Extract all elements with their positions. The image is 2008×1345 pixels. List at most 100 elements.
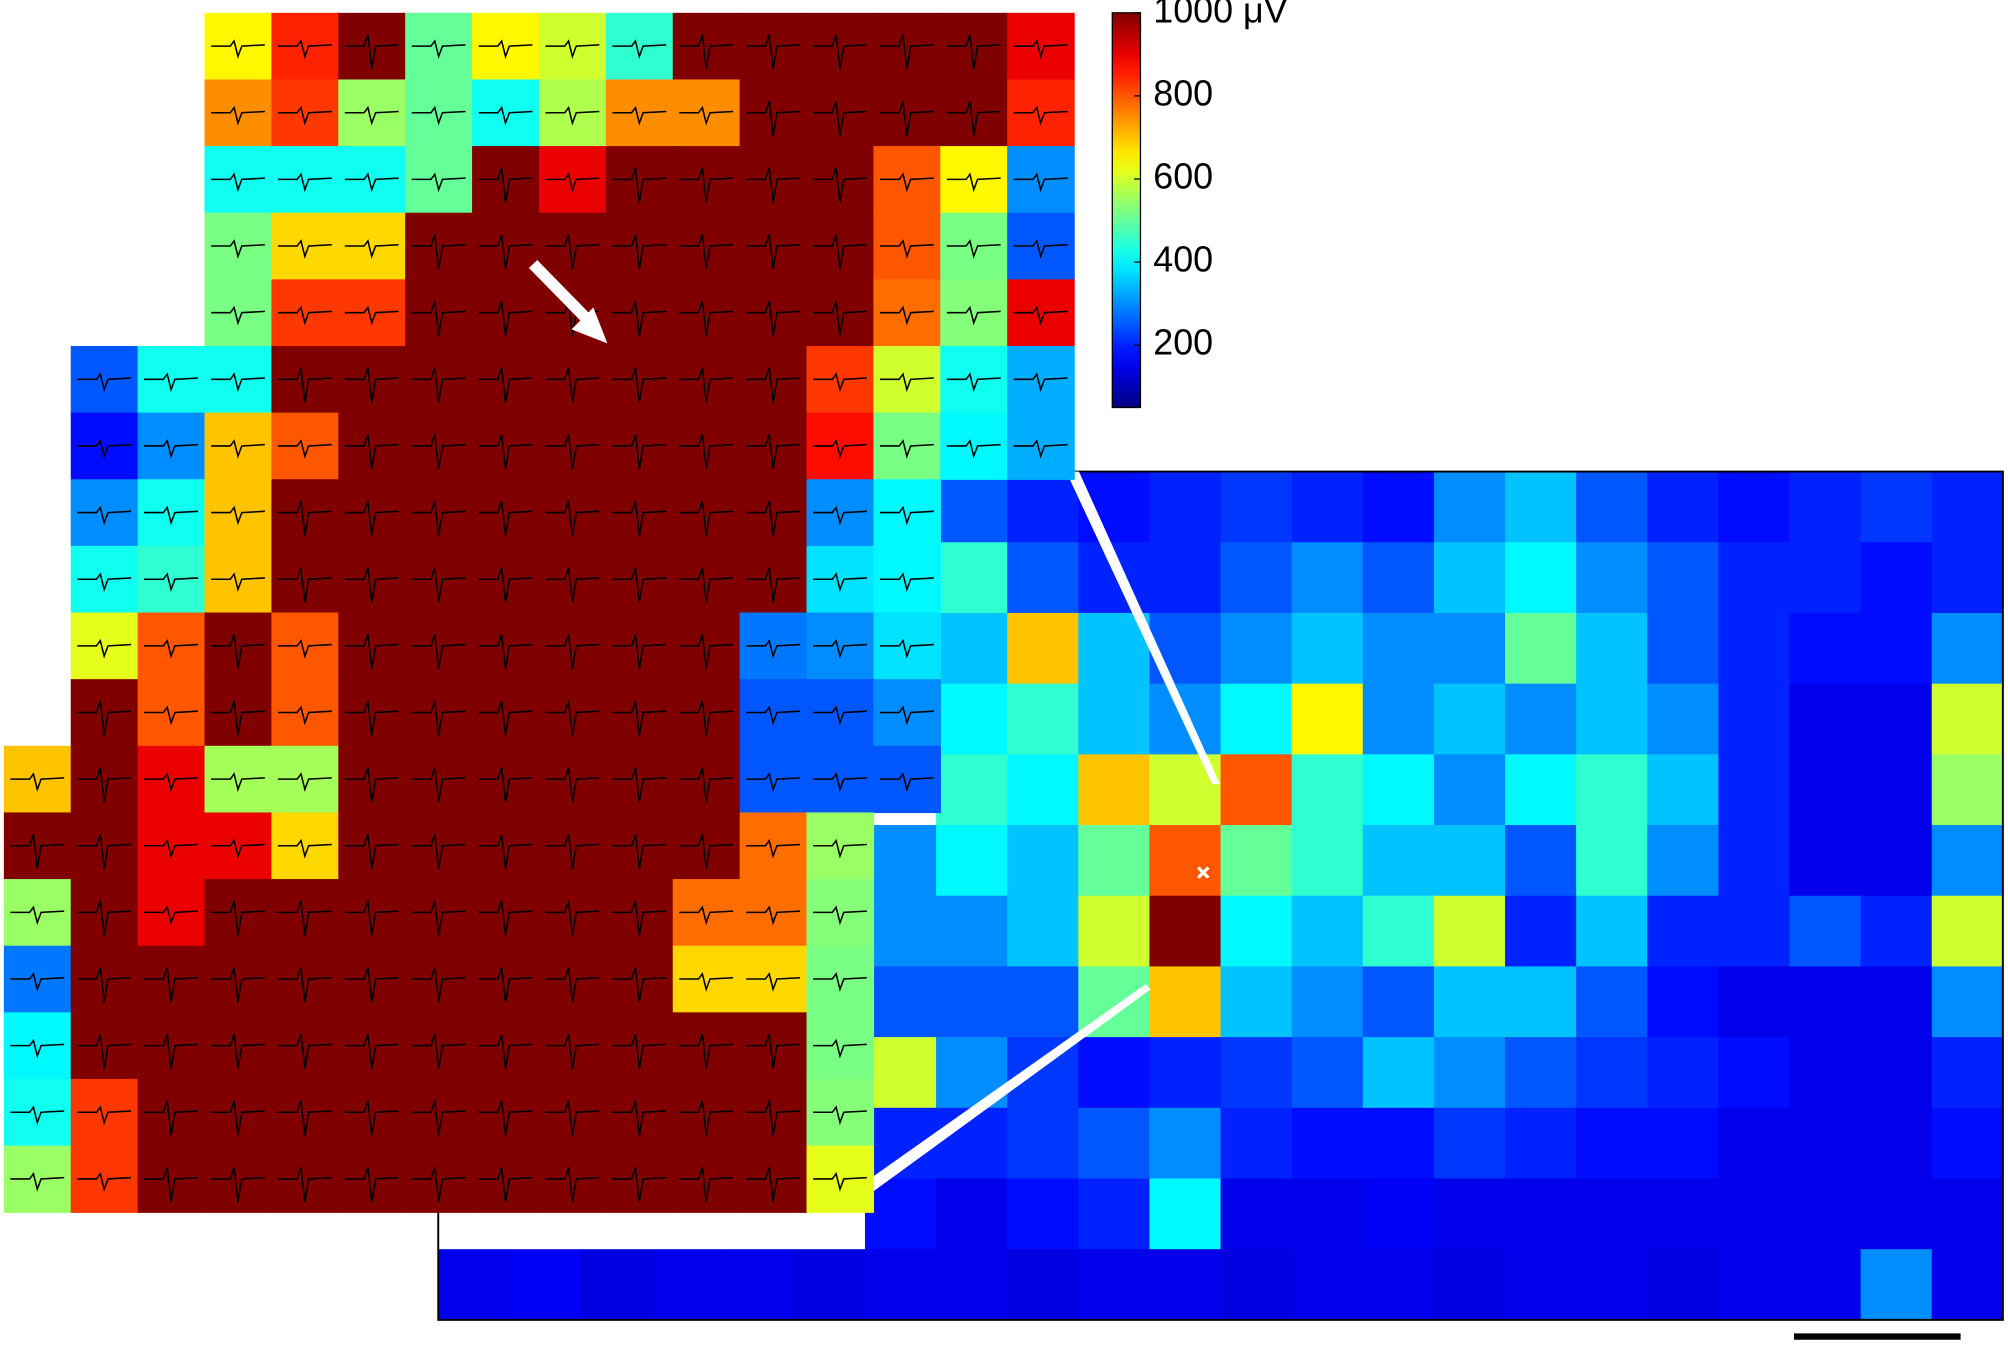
electrogram-trace [10,1038,65,1059]
map-cell [1576,825,1648,897]
map-cell [1931,754,2004,826]
map-cell [1291,754,1364,826]
map-cell [1291,825,1364,897]
electrogram-trace [545,1033,600,1069]
map-cell [1007,966,1079,1038]
electrogram-trace [77,439,132,459]
arrow [528,259,608,344]
electrogram-trace [211,1167,265,1203]
map-cell [1149,612,1222,685]
electrogram-trace [545,900,600,936]
map-cell [1860,1178,1933,1250]
electrogram-trace [10,905,65,926]
electrogram-trace [144,772,199,792]
map-cell [1291,1107,1364,1180]
colorbar-tick-label: 400 [1153,240,1213,280]
map-cell [1789,1107,1862,1180]
map-cell [1220,754,1293,826]
map-cell [1931,1037,2004,1109]
electrogram-trace [411,567,466,603]
map-cell [936,683,1008,755]
electrogram-trace [746,972,801,992]
electrogram-trace [879,439,934,459]
electrogram-trace [277,305,332,326]
electrogram-trace [813,572,867,593]
electrogram-trace [746,905,801,926]
electrogram-trace [277,967,332,1003]
map-cell [1718,542,1791,614]
map-cell [936,612,1008,685]
map-cell [1007,895,1079,968]
map-cell [1220,825,1293,897]
electrogram-trace [612,234,667,270]
electrogram-trace [946,239,1001,259]
electrogram-trace [612,567,667,603]
electrogram-trace [277,105,332,126]
map-cell [1860,542,1933,614]
electrogram-trace [746,838,801,859]
electrogram-trace [545,367,600,403]
map-cell [1931,542,2004,614]
electrogram-trace [277,567,332,603]
electrogram-trace [277,172,332,193]
electrogram-trace [211,634,265,670]
electrogram-trace [545,967,600,1003]
electrogram-trace [746,367,801,403]
map-cell [1220,683,1293,755]
electrogram-trace [612,967,667,1003]
electrogram-trace [211,838,265,859]
electrogram-trace [211,1100,265,1136]
electrogram-trace [545,234,600,270]
map-cell [1647,683,1720,755]
map-cell [1505,966,1577,1038]
electrogram-trace [211,572,265,593]
electrogram-trace [946,172,1001,193]
map-cell [1789,895,1862,968]
electrogram-trace [545,172,600,193]
map-cell [1078,1037,1151,1109]
electrogram-trace [478,700,533,736]
map-cell [1647,754,1720,826]
electrogram-trace [211,1033,265,1069]
electrogram-trace [612,434,667,470]
map-cell [1576,542,1648,614]
map-cell [1576,612,1648,685]
map-cell [1078,825,1151,897]
electrogram-trace [77,900,132,936]
electrogram-trace [344,239,399,259]
electrogram-trace [478,1033,533,1069]
electrogram-trace [344,833,399,869]
map-cell [1647,471,1720,543]
electrogram-trace [545,634,600,670]
electrogram-trace [612,105,667,126]
electrogram-trace [478,105,533,126]
electrogram-trace [411,1033,466,1069]
map-cell [1718,1249,1791,1321]
map-cell [1362,542,1435,614]
electrogram-trace [211,39,265,59]
electrogram-trace [144,905,199,926]
map-cell [1291,895,1364,968]
electrogram-trace [144,638,199,659]
electrogram-trace [277,39,332,59]
map-cell [1647,966,1720,1038]
map-cell [1576,1107,1648,1180]
electrogram-trace [10,833,65,869]
map-cell [936,1107,1008,1180]
electrogram-trace [411,833,466,869]
electrogram-trace [411,434,466,470]
electrogram-trace [612,39,667,59]
map-cell [1789,612,1862,685]
electrogram-trace [679,500,734,536]
map-cell [1931,895,2004,968]
map-cell [1647,1249,1720,1321]
map-cell [1860,1107,1933,1180]
electrogram-trace [211,372,265,393]
electrogram-trace [1013,105,1068,126]
electrogram-trace [211,239,265,259]
map-cell [1860,612,1933,685]
map-cell [1078,1178,1151,1250]
colorbar-tick-label: 600 [1153,156,1213,196]
map-cell [1433,1249,1506,1321]
